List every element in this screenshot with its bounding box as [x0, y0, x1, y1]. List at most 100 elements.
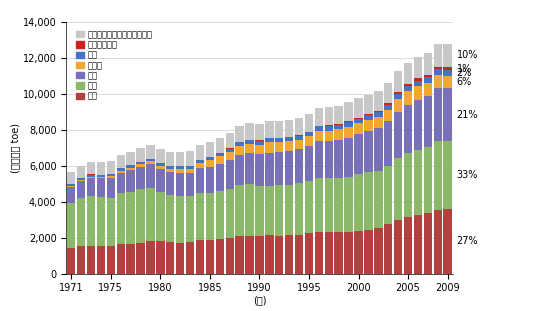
Bar	[404, 91, 412, 105]
Bar	[394, 220, 402, 274]
Bar	[374, 91, 383, 111]
Bar	[107, 174, 115, 176]
X-axis label: (年): (年)	[253, 295, 266, 305]
Bar	[394, 99, 402, 112]
Bar	[176, 196, 184, 243]
Bar	[344, 122, 353, 127]
Bar	[186, 169, 194, 173]
Bar	[206, 142, 214, 157]
Bar	[166, 195, 174, 242]
Bar	[344, 127, 353, 137]
Bar	[424, 77, 432, 83]
Bar	[433, 67, 442, 69]
Bar	[305, 137, 313, 146]
Bar	[245, 144, 254, 153]
Bar	[335, 124, 343, 125]
Bar	[433, 44, 442, 67]
Bar	[116, 168, 125, 171]
Bar	[67, 203, 76, 248]
Bar	[424, 96, 432, 147]
Bar	[364, 95, 373, 114]
Bar	[295, 149, 303, 183]
Bar	[176, 173, 184, 196]
Bar	[265, 142, 274, 153]
Bar	[87, 246, 95, 274]
Bar	[384, 224, 392, 274]
Bar	[216, 239, 224, 274]
Bar	[315, 126, 323, 131]
Bar	[285, 120, 293, 137]
Bar	[107, 246, 115, 274]
Bar	[245, 153, 254, 184]
Bar	[97, 177, 105, 179]
Bar	[166, 166, 174, 169]
Bar	[87, 162, 95, 174]
Bar	[424, 83, 432, 96]
Bar	[146, 241, 155, 274]
Bar	[354, 123, 363, 134]
Bar	[206, 160, 214, 167]
Bar	[126, 165, 135, 168]
Bar	[265, 138, 274, 142]
Bar	[176, 243, 184, 274]
Bar	[196, 193, 204, 240]
Bar	[67, 186, 76, 187]
Bar	[67, 184, 76, 186]
Bar	[166, 242, 174, 274]
Bar	[443, 67, 452, 70]
Bar	[384, 103, 392, 105]
Bar	[245, 123, 254, 140]
Bar	[424, 147, 432, 213]
Bar	[275, 185, 284, 236]
Bar	[245, 140, 254, 144]
Bar	[126, 244, 135, 274]
Bar	[404, 63, 412, 84]
Bar	[394, 94, 402, 99]
Bar	[364, 115, 373, 120]
Bar	[335, 129, 343, 140]
Bar	[226, 152, 234, 160]
Bar	[216, 138, 224, 153]
Bar	[87, 177, 95, 178]
Bar	[235, 126, 244, 142]
Bar	[186, 242, 194, 274]
Bar	[77, 181, 86, 198]
Bar	[374, 128, 383, 170]
Bar	[325, 107, 333, 125]
Bar	[424, 75, 432, 77]
Bar	[146, 159, 155, 161]
Bar	[67, 248, 76, 274]
Bar	[146, 145, 155, 159]
Bar	[77, 198, 86, 246]
Bar	[305, 146, 313, 181]
Bar	[97, 175, 105, 177]
Bar	[414, 215, 422, 274]
Bar	[67, 172, 76, 184]
Bar	[126, 152, 135, 165]
Bar	[414, 78, 422, 81]
Bar	[255, 154, 264, 186]
Bar	[146, 161, 155, 164]
Bar	[433, 141, 442, 210]
Bar	[97, 246, 105, 274]
Bar	[443, 209, 452, 274]
Bar	[97, 162, 105, 175]
Bar	[364, 114, 373, 115]
Bar	[77, 246, 86, 274]
Bar	[384, 105, 392, 109]
Bar	[443, 44, 452, 67]
Bar	[107, 198, 115, 246]
Bar	[226, 160, 234, 189]
Bar	[87, 174, 95, 177]
Text: 6%: 6%	[457, 77, 472, 87]
Bar	[325, 126, 333, 131]
Bar	[325, 178, 333, 232]
Bar	[404, 84, 412, 86]
Text: 21%: 21%	[457, 109, 478, 119]
Bar	[374, 170, 383, 228]
Bar	[176, 166, 184, 169]
Bar	[315, 108, 323, 126]
Text: 1%: 1%	[457, 64, 472, 74]
Bar	[77, 166, 86, 178]
Bar	[295, 183, 303, 234]
